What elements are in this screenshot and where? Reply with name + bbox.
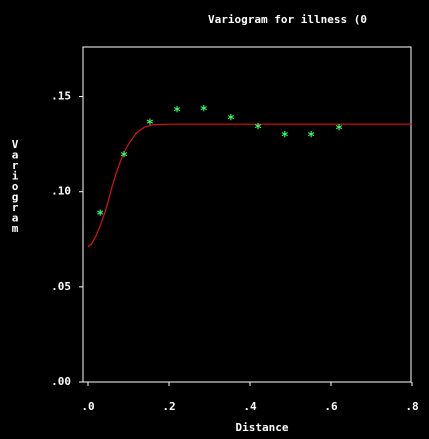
chart-title: Variogram for illness (0 [208, 13, 367, 26]
fitted-curve [87, 123, 412, 248]
x-axis-label: Distance [236, 421, 289, 434]
y-tick-label: .05 [51, 280, 71, 293]
data-point: * [120, 150, 128, 165]
data-point: * [254, 122, 262, 137]
data-point: * [335, 123, 343, 138]
data-point: * [173, 105, 181, 120]
x-tick-label: .0 [81, 400, 94, 413]
y-tick-label: .15 [51, 90, 71, 103]
plot-frame [82, 46, 412, 383]
data-point: * [200, 104, 208, 119]
data-point: * [227, 113, 235, 128]
data-point: * [281, 130, 289, 145]
x-tick-label: .8 [405, 400, 418, 413]
data-point: * [96, 208, 104, 223]
x-tick-label: .2 [162, 400, 175, 413]
data-point: * [146, 118, 154, 133]
x-tick-label: .6 [324, 400, 338, 413]
x-tick-label: .4 [243, 400, 257, 413]
y-tick-label: .00 [51, 375, 71, 388]
y-tick-label: .10 [51, 185, 71, 198]
data-point: * [307, 130, 315, 145]
